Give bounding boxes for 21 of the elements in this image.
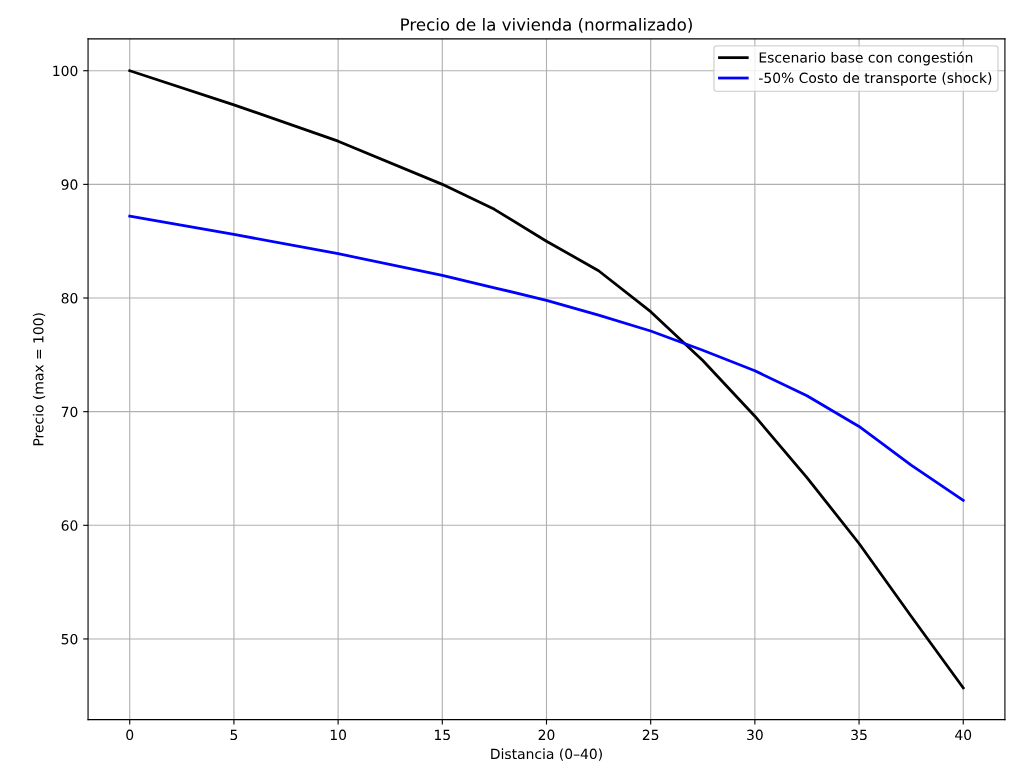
- y-axis-title: Precio (max = 100): [32, 313, 46, 446]
- x-axis-title: Distancia (0–40): [491, 748, 602, 761]
- x-tick-label: 15: [434, 729, 450, 741]
- y-tick-label: 70: [61, 406, 78, 418]
- chart-title: Precio de la vivienda (normalizado): [401, 17, 692, 33]
- x-tick-label: 35: [851, 729, 867, 741]
- x-tick-label: 5: [230, 729, 238, 741]
- x-tick-label: 10: [330, 729, 347, 741]
- legend-label: -50% Costo de transporte (shock): [759, 72, 992, 86]
- y-tick-label: 80: [61, 292, 78, 304]
- x-tick-label: 25: [642, 729, 659, 741]
- y-tick-label: 50: [61, 633, 78, 645]
- x-tick-label: 30: [747, 729, 763, 741]
- legend-label: Escenario base con congestión: [759, 51, 973, 66]
- y-tick-label: 90: [61, 179, 78, 190]
- x-tick-label: 40: [955, 729, 972, 741]
- x-tick-label: 0: [126, 729, 134, 741]
- y-tick-label: 60: [61, 520, 78, 531]
- line-series: [128, 214, 965, 502]
- y-tick-label: 100: [53, 65, 78, 77]
- x-tick-label: 20: [538, 729, 555, 741]
